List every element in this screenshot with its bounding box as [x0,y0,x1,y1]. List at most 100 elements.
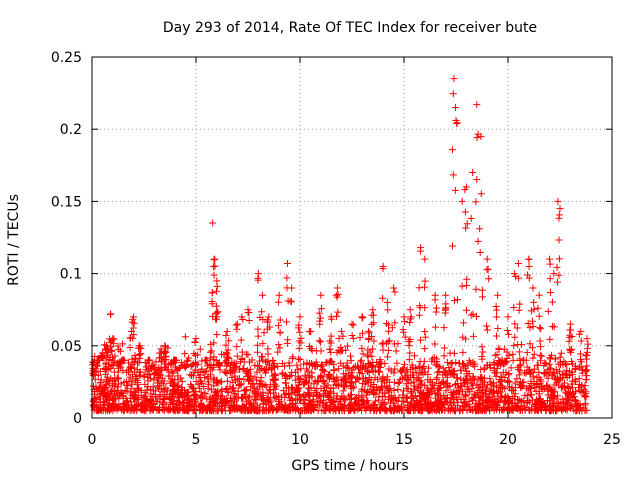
data-point [572,407,580,415]
data-point [505,330,513,338]
data-point [515,371,523,379]
data-point [448,146,456,154]
data-point [495,345,503,353]
data-point [179,398,187,406]
data-point [361,386,369,394]
data-point [359,329,367,337]
data-point [315,309,323,317]
data-point [370,383,378,391]
data-point [359,400,367,408]
data-point [477,132,485,140]
data-point [411,392,419,400]
data-point [327,339,335,347]
data-point [274,348,282,356]
data-point [253,401,261,409]
data-point [331,378,339,386]
data-point [368,364,376,372]
data-point [109,376,117,384]
data-point [376,406,384,414]
data-point [339,362,347,370]
data-point [404,407,412,415]
data-point [421,304,429,312]
data-point [91,365,99,373]
data-point [529,284,537,292]
data-point [421,345,429,353]
data-point [93,356,101,364]
data-point [308,369,316,377]
data-point [417,368,425,376]
data-point [546,260,554,268]
data-point [142,395,150,403]
data-point [175,382,183,390]
data-point [556,353,564,361]
data-point [269,376,277,384]
data-point [468,380,476,388]
data-point [458,388,466,396]
data-point [96,367,104,375]
data-point [152,403,160,411]
data-point [259,356,267,364]
data-point [514,341,522,349]
data-point [367,376,375,384]
data-point [392,347,400,355]
data-point [169,405,177,413]
data-point [409,371,417,379]
data-point [460,377,468,385]
data-point [353,362,361,370]
plot-frame [91,56,613,419]
data-point [531,383,539,391]
data-point [450,407,458,415]
data-point [185,354,193,362]
data-point [515,306,523,314]
data-point [142,366,150,374]
data-point [244,396,252,404]
data-point [297,365,305,373]
data-point [135,386,143,394]
data-point [123,387,131,395]
data-point [477,407,485,415]
data-point [314,397,322,405]
data-point [451,186,459,194]
data-point [472,285,480,293]
data-point [264,350,272,358]
data-point [483,322,491,330]
data-point [231,363,239,371]
data-point [330,397,338,405]
data-point [364,397,372,405]
data-point [234,320,242,328]
data-point [129,324,137,332]
data-point [425,364,433,372]
data-point [545,369,553,377]
data-point [462,392,470,400]
data-point [187,362,195,370]
data-point [114,387,122,395]
data-point [260,329,268,337]
data-point [242,400,250,408]
data-point [176,393,184,401]
data-point [254,341,262,349]
data-point [309,392,317,400]
data-point [211,255,219,263]
data-point [147,374,155,382]
data-point [181,350,189,358]
data-point [115,402,123,410]
data-point [183,362,191,370]
data-point [544,307,552,315]
data-point [478,286,486,294]
data-point [428,403,436,411]
data-point [192,366,200,374]
data-point [472,198,480,206]
data-point [133,366,141,374]
data-point [472,391,480,399]
data-point [390,284,398,292]
data-point [238,394,246,402]
data-point [109,353,117,361]
data-point [305,374,313,382]
data-point [347,400,355,408]
data-point [579,389,587,397]
data-point [553,263,561,271]
data-point [490,358,498,366]
data-point [330,366,338,374]
data-point [515,381,523,389]
data-point [507,364,515,372]
